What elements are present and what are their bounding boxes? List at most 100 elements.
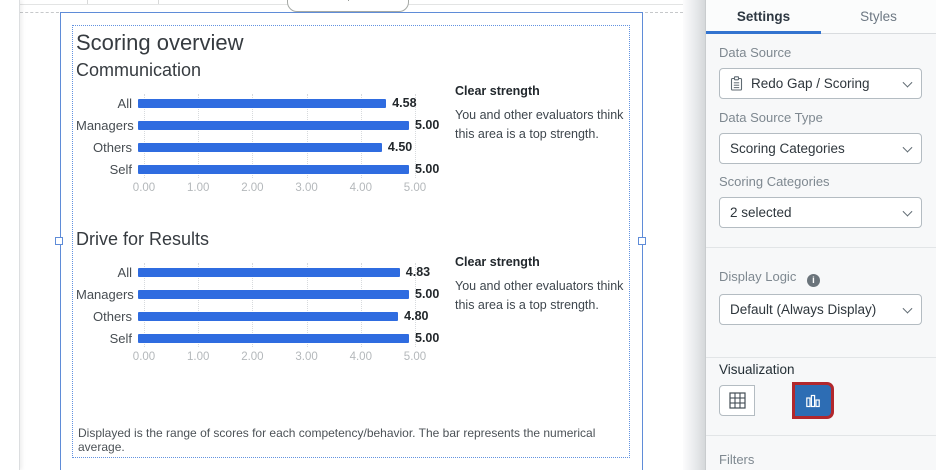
axis-tick-label: 3.00 <box>295 351 318 363</box>
grid-line <box>252 263 254 347</box>
bar-value-label: 4.50 <box>387 140 413 154</box>
chevron-down-icon <box>902 142 913 153</box>
category-label: All <box>117 95 132 111</box>
bar-chart-drive-for-results: All 4.83 Managers 5.00 Others 4.80 Self 5.00 0.… <box>76 261 466 367</box>
data-source-type-value: Scoring Categories <box>730 141 845 156</box>
chart-x-axis: 0.00 1.00 2.00 3.00 4.00 5.00 <box>76 351 466 367</box>
bar-row: Self 5.00 <box>76 327 466 349</box>
section-title-drive-for-results: Drive for Results <box>76 229 210 249</box>
grid-line <box>306 94 308 178</box>
strength-callout: Clear strength You and other evaluators … <box>455 84 637 145</box>
bar <box>138 120 409 130</box>
axis-tick-label: 1.00 <box>186 351 210 363</box>
callout-title: Clear strength <box>455 84 540 98</box>
toolbar-separator <box>87 0 88 4</box>
tab-settings[interactable]: Settings <box>706 0 821 34</box>
bar-row: Self 5.00 <box>76 158 466 180</box>
collapsed-sidebar-edge <box>0 0 20 470</box>
data-source-select[interactable]: Redo Gap / Scoring <box>719 68 922 99</box>
strength-callout: Clear strength You and other evaluators … <box>455 255 637 316</box>
axis-tick-label: 3.00 <box>295 182 318 194</box>
chart-x-axis: 0.00 1.00 2.00 3.00 4.00 5.00 <box>76 182 466 198</box>
bar-value-label: 5.00 <box>415 118 440 132</box>
bar-row: Others 4.50 <box>76 136 466 158</box>
widget-edit-region <box>72 25 630 458</box>
toolbar-pill-control[interactable] <box>287 0 409 12</box>
axis-tick-label: 0.00 <box>132 351 156 363</box>
clipboard-icon <box>730 76 743 91</box>
section-divider <box>706 435 936 436</box>
visualization-toggle-group <box>719 385 831 416</box>
bar-value-label: 4.58 <box>392 96 417 110</box>
section-divider <box>706 357 936 358</box>
grid-line <box>360 263 362 347</box>
category-label: Others <box>92 139 132 155</box>
axis-tick-label: 2.00 <box>241 182 264 194</box>
display-logic-value: Default (Always Display) <box>730 302 877 317</box>
bar-value-label: 4.80 <box>404 309 429 323</box>
widget-title: Scoring overview <box>76 30 244 55</box>
grid-line <box>198 263 200 347</box>
axis-tick-label: 5.00 <box>403 351 427 363</box>
chart-plot-area: All 4.83 Managers 5.00 Others 4.80 Self 5.00 <box>76 261 466 349</box>
bar <box>138 333 409 343</box>
bar <box>138 164 409 174</box>
display-logic-label-text: Display Logic <box>719 269 797 284</box>
page-boundary-dashed <box>20 12 59 13</box>
callout-title: Clear strength <box>455 255 540 269</box>
category-label: Managers <box>76 286 134 302</box>
display-logic-select[interactable]: Default (Always Display) <box>719 294 922 325</box>
bar-row: Managers 5.00 <box>76 283 466 305</box>
grid-line <box>144 94 145 178</box>
bar <box>138 267 400 277</box>
tab-styles[interactable]: Styles <box>821 0 936 33</box>
widget-footnote: Displayed is the range of scores for eac… <box>78 426 596 454</box>
chevron-down-icon <box>902 303 913 314</box>
bar <box>138 98 387 108</box>
callout-body: You and other evaluators think this area… <box>455 108 624 142</box>
data-source-type-label: Data Source Type <box>719 110 823 125</box>
bar-row: Managers 5.00 <box>76 114 466 136</box>
category-label: All <box>117 264 132 280</box>
info-icon[interactable] <box>806 274 820 287</box>
grid-line <box>306 263 308 347</box>
section-divider <box>706 247 936 248</box>
data-source-label: Data Source <box>719 45 792 60</box>
axis-tick-label: 4.00 <box>349 182 372 194</box>
bar-value-label: 5.00 <box>415 162 440 176</box>
bar-row: Others 4.80 <box>76 305 466 327</box>
visualization-table-button[interactable] <box>719 385 755 416</box>
grid-line <box>360 94 362 178</box>
bar-value-label: 5.00 <box>415 331 440 345</box>
resize-handle-left[interactable] <box>55 237 63 245</box>
visualization-label: Visualization <box>719 362 795 377</box>
bar <box>138 311 399 321</box>
bar-row: All 4.83 <box>76 261 466 283</box>
filters-label: Filters <box>719 452 755 467</box>
grid-line <box>415 94 416 178</box>
category-label: Others <box>92 308 132 324</box>
grid-line <box>252 94 254 178</box>
tab-styles-label: Styles <box>860 9 897 24</box>
axis-tick-label: 2.00 <box>241 351 264 363</box>
grid-line <box>198 94 200 178</box>
bar <box>138 289 409 299</box>
tab-settings-label: Settings <box>736 9 791 24</box>
resize-handle-right[interactable] <box>638 237 646 245</box>
chart-plot-area: All 4.58 Managers 5.00 Others 4.50 Self 5.00 <box>76 92 466 180</box>
category-label: Self <box>109 330 132 346</box>
data-source-type-select[interactable]: Scoring Categories <box>719 133 922 164</box>
visualization-bar-chart-button-selected[interactable] <box>795 385 831 416</box>
bar-row: All 4.58 <box>76 92 466 114</box>
axis-tick-label: 1.00 <box>186 182 210 194</box>
bar-chart-communication: All 4.58 Managers 5.00 Others 4.50 Self 5.00 0.… <box>76 92 466 198</box>
chevron-down-icon <box>902 206 913 217</box>
panel-shadow-gutter <box>683 0 705 470</box>
category-label: Managers <box>76 117 134 133</box>
axis-tick-label: 4.00 <box>349 351 372 363</box>
chevron-down-icon <box>902 77 913 88</box>
bar-value-label: 5.00 <box>415 287 440 301</box>
scoring-categories-select[interactable]: 2 selected <box>719 197 922 228</box>
section-title-communication: Communication <box>76 60 202 80</box>
